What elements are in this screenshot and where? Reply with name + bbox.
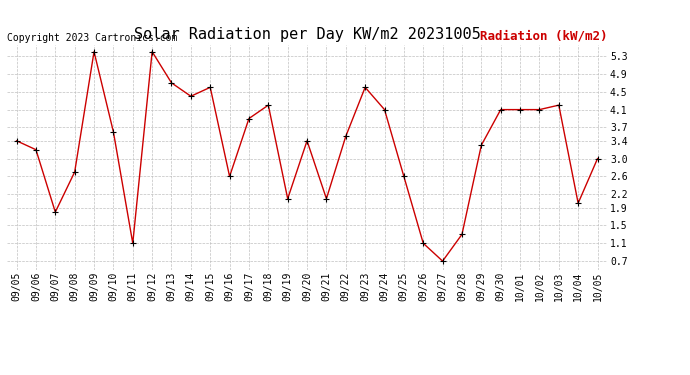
Title: Solar Radiation per Day KW/m2 20231005: Solar Radiation per Day KW/m2 20231005 xyxy=(134,27,480,42)
Text: Radiation (kW/m2): Radiation (kW/m2) xyxy=(480,30,607,43)
Text: Copyright 2023 Cartronics.com: Copyright 2023 Cartronics.com xyxy=(7,33,177,43)
